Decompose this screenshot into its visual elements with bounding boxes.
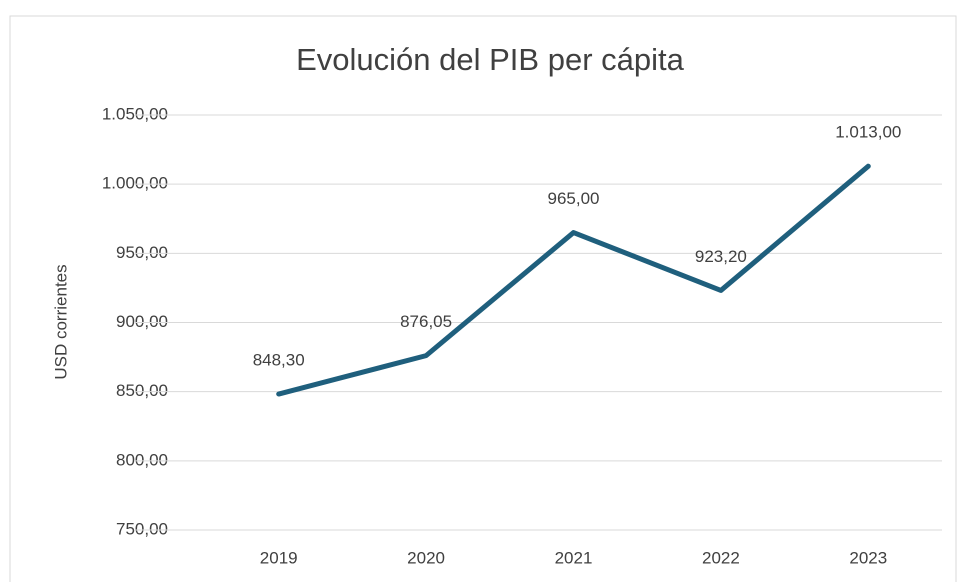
data-label: 965,00 [548, 189, 600, 208]
x-tick-label: 2023 [849, 548, 887, 567]
chart-title: Evolución del PIB per cápita [296, 42, 684, 77]
chart-border [9, 15, 957, 582]
y-tick-label: 1.000,00 [102, 174, 168, 193]
x-tick-label: 2019 [260, 548, 298, 567]
data-label: 876,05 [400, 312, 452, 331]
y-tick-label: 1.050,00 [102, 104, 168, 123]
data-label: 848,30 [253, 351, 305, 370]
y-tick-label: 750,00 [116, 519, 168, 538]
y-tick-label: 950,00 [116, 243, 168, 262]
line [276, 163, 871, 397]
x-tick-label: 2020 [407, 548, 445, 567]
data-label: 923,20 [695, 247, 747, 266]
y-axis-title: USD corrientes [51, 264, 70, 379]
data-label: 1.013,00 [835, 123, 901, 142]
y-tick-label: 900,00 [116, 312, 168, 331]
x-tick-label: 2021 [555, 548, 593, 567]
y-tick-label: 850,00 [116, 381, 168, 400]
x-tick-label: 2022 [702, 548, 740, 567]
y-tick-label: 800,00 [116, 450, 168, 469]
